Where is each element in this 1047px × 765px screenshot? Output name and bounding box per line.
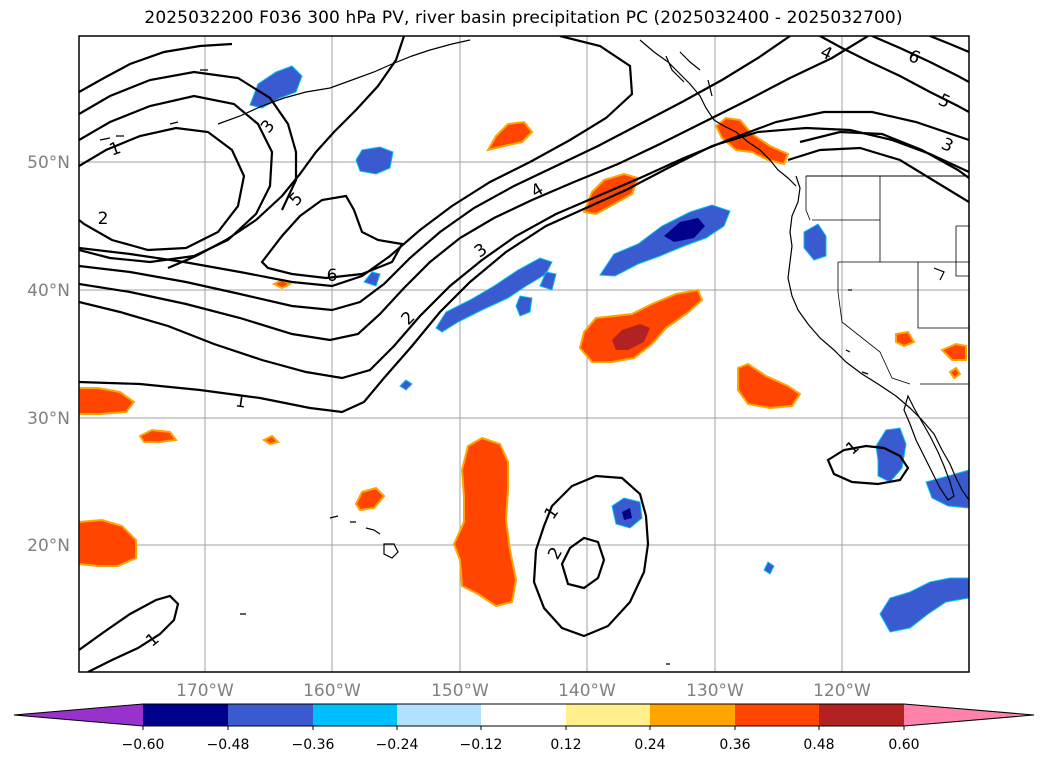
precip-negative-region — [515, 295, 533, 317]
precip-positive-region — [948, 366, 962, 380]
colorbar-tick-label: 0.12 — [550, 737, 581, 753]
colorbar-segment — [397, 704, 481, 726]
colorbar-tick-label: 0.60 — [888, 737, 919, 753]
precip-positive-region — [271, 278, 293, 290]
contour-label: 2 — [398, 308, 420, 330]
contour-label: 3 — [257, 116, 279, 137]
lon-label-150w: 150°W — [431, 681, 489, 701]
lon-label-160w: 160°W — [303, 681, 361, 701]
pv-contours — [79, 36, 969, 672]
lon-label-170w: 170°W — [176, 681, 234, 701]
precip-positive-region-core — [612, 324, 650, 350]
precip-negative-region — [803, 223, 827, 261]
contour-label: 6 — [327, 266, 338, 286]
colorbar-segment — [735, 704, 819, 726]
colorbar-tick-label: −0.60 — [122, 737, 165, 753]
precip-positive-region — [79, 518, 137, 567]
contour-label: 2 — [98, 209, 109, 229]
map-title: 2025032200 F036 300 hPa PV, river basin … — [144, 8, 903, 28]
lon-label-130w: 130°W — [686, 681, 744, 701]
coastlines — [99, 39, 969, 665]
precip-positive-region — [79, 387, 136, 415]
precip-negative-region — [355, 146, 394, 175]
lon-tick-labels: 170°W 160°W 150°W 140°W 130°W 120°W — [176, 681, 871, 701]
colorbar: −0.60 −0.48 −0.36 −0.24 −0.12 0.12 0.24 … — [13, 703, 1035, 753]
colorbar-tick-label: −0.12 — [460, 737, 503, 753]
lat-label-50n: 50°N — [27, 153, 70, 173]
contour-label: 3 — [471, 240, 491, 263]
colorbar-tick-label: 0.48 — [803, 737, 834, 753]
contour-label: 5 — [286, 189, 308, 211]
contour-label: 4 — [528, 179, 547, 202]
precip-negative-region — [875, 427, 907, 483]
lon-label-140w: 140°W — [558, 681, 616, 701]
colorbar-tick-label: −0.24 — [376, 737, 419, 753]
precip-positive-region — [354, 486, 386, 512]
precip-negative-region — [763, 561, 775, 575]
lat-tick-labels: 50°N 40°N 30°N 20°N — [27, 153, 70, 556]
precip-positive-region — [452, 436, 518, 608]
colorbar-tick-label: 0.36 — [719, 737, 750, 753]
precip-negative-region — [435, 257, 553, 333]
colorbar-segment — [228, 704, 313, 726]
precip-shading — [79, 65, 969, 633]
precip-negative-region — [879, 577, 969, 633]
contour-label: 1 — [234, 391, 248, 412]
precip-negative-region-core — [664, 218, 705, 242]
precip-negative-region — [539, 271, 557, 291]
precip-negative-region — [925, 469, 969, 509]
precip-positive-region — [940, 342, 967, 361]
colorbar-segment — [650, 704, 735, 726]
contour-label: 4 — [817, 42, 835, 65]
colorbar-tick-label: 0.24 — [634, 737, 665, 753]
precip-positive-region — [714, 116, 790, 166]
contour-label: 3 — [938, 134, 956, 157]
lat-label-20n: 20°N — [27, 536, 70, 556]
precip-positive-region — [737, 362, 802, 410]
precip-positive-region — [895, 330, 916, 348]
precip-positive-region — [138, 428, 178, 443]
contour-label: 1 — [107, 138, 124, 160]
colorbar-segment — [14, 704, 143, 726]
lat-label-40n: 40°N — [27, 281, 70, 301]
colorbar-segment — [313, 704, 397, 726]
precip-negative-region — [599, 204, 731, 277]
colorbar-segment — [819, 704, 904, 726]
precip-negative-region — [363, 271, 381, 287]
map-frame — [78, 35, 970, 673]
colorbar-tick-label: −0.36 — [292, 737, 335, 753]
colorbar-segment — [143, 704, 228, 726]
colorbar-segment — [566, 704, 650, 726]
lon-label-120w: 120°W — [813, 681, 871, 701]
lat-label-30n: 30°N — [27, 409, 70, 429]
precip-positive-region — [262, 434, 280, 446]
precip-negative-region-core — [622, 508, 632, 520]
precip-negative-region — [399, 379, 413, 391]
colorbar-tick-label: −0.48 — [207, 737, 250, 753]
precip-negative-region — [249, 65, 303, 109]
colorbar-segment — [904, 704, 1034, 726]
precip-positive-region — [485, 120, 534, 152]
colorbar-segment — [481, 704, 566, 726]
precip-positive-region — [582, 172, 640, 216]
